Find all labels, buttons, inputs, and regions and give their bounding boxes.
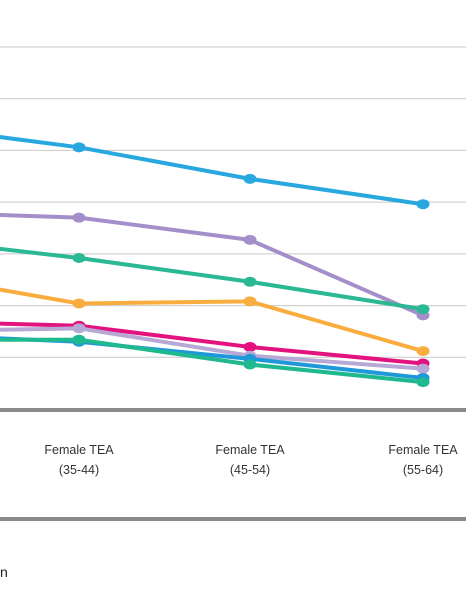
series-0-point-3 bbox=[416, 199, 430, 210]
series-7-point-2 bbox=[243, 359, 257, 370]
series-3-point-2 bbox=[243, 296, 257, 307]
series-5-point-1 bbox=[72, 323, 86, 334]
series-0-point-2 bbox=[243, 173, 257, 184]
series-2-point-3 bbox=[416, 304, 430, 315]
series-4-line bbox=[0, 321, 425, 366]
series-5-point-3 bbox=[416, 363, 430, 374]
x-tick-label-2-line1: Female TEA bbox=[215, 443, 285, 457]
series-1-line bbox=[0, 213, 425, 318]
series-1-point-2 bbox=[243, 234, 257, 245]
x-tick-label-1-line1: Female TEA bbox=[44, 443, 114, 457]
series-0-point-1 bbox=[72, 142, 86, 153]
series-5-line bbox=[0, 326, 425, 371]
footer-text: n bbox=[0, 564, 8, 580]
series-2-line bbox=[0, 246, 425, 312]
series-1-point-1 bbox=[72, 212, 86, 223]
series-3-point-1 bbox=[72, 298, 86, 309]
series-7-line bbox=[0, 337, 425, 385]
series-0-line bbox=[0, 135, 425, 207]
series-7-point-3 bbox=[416, 377, 430, 388]
series-2-point-1 bbox=[72, 252, 86, 263]
x-tick-label-2-line2: (45-54) bbox=[230, 463, 270, 477]
x-tick-label-3-line2: (55-64) bbox=[403, 463, 443, 477]
x-tick-label-1-line2: (35-44) bbox=[59, 463, 99, 477]
x-tick-label-3-line1: Female TEA bbox=[388, 443, 458, 457]
series-2-point-2 bbox=[243, 276, 257, 287]
series-7-point-1 bbox=[72, 334, 86, 345]
series-4-point-2 bbox=[243, 341, 257, 352]
series-3-point-3 bbox=[416, 346, 430, 357]
series-3-line bbox=[0, 287, 425, 354]
